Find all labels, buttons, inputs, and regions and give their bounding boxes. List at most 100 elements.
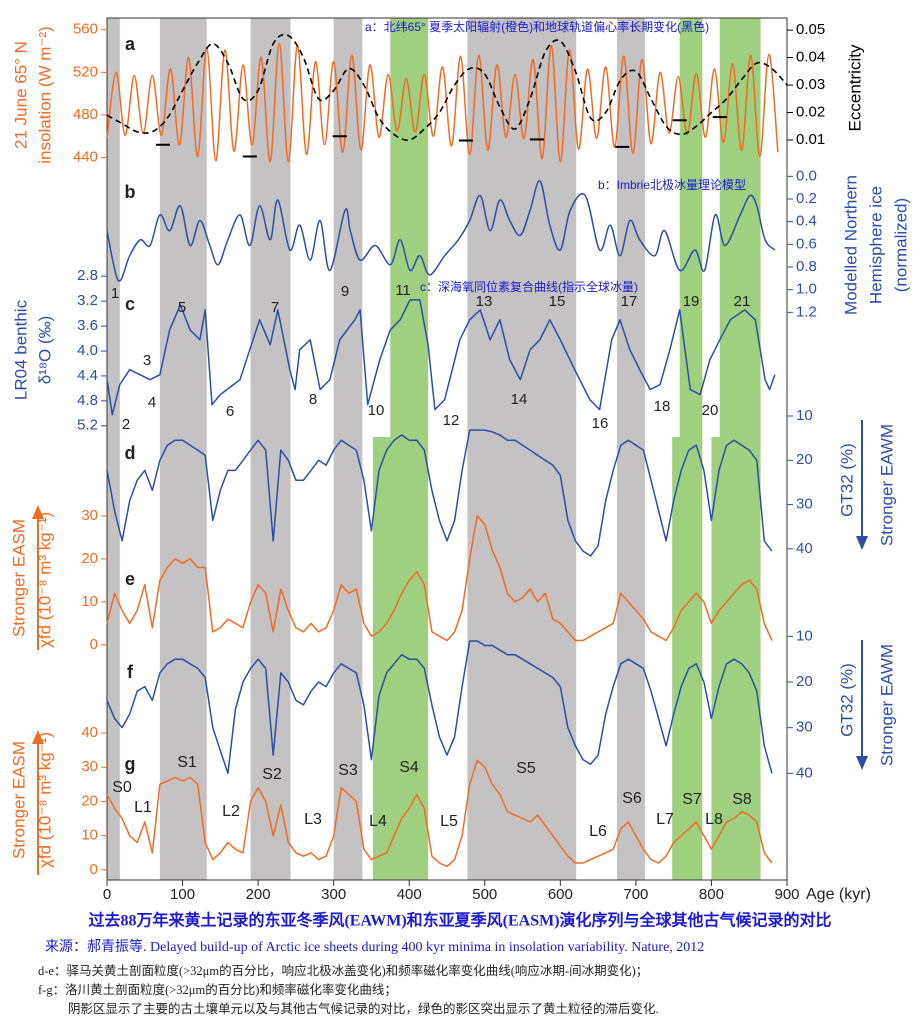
annotation: a：北纬65° 夏季太阳辐射(橙色)和地球轨道偏心率长期变化(黑色): [365, 19, 709, 34]
y-axis-label: GT32 (%): [837, 443, 856, 517]
y-tick-label: 0.2: [796, 190, 817, 207]
y-tick-label: 3.2: [77, 292, 98, 309]
y-tick-label: 10: [81, 827, 98, 844]
soil-unit-label: L7: [656, 811, 674, 828]
y-tick-label: 20: [796, 451, 813, 468]
y-tick-label: 10: [796, 407, 813, 424]
gray-band: [333, 18, 363, 880]
y-tick-label: 520: [73, 63, 98, 80]
stage-label: 18: [654, 398, 671, 415]
direction-arrow-head: [32, 730, 44, 744]
x-tick-label: 200: [246, 886, 271, 903]
soil-unit-label: S5: [516, 760, 536, 777]
y-axis-label: Modelled Northern: [841, 175, 860, 315]
soil-unit-label: L3: [304, 811, 322, 828]
data-line: [106, 299, 776, 416]
y-axis-label: χfd (10⁻⁸ m³ kg⁻¹): [35, 732, 54, 868]
caption-note: 阴影区显示了主要的古土壤单元以及与其他古气候记录的对比，绿色的影区突出显示了黄土…: [68, 1001, 659, 1016]
data-line: [106, 33, 788, 141]
stage-label: 11: [395, 282, 411, 299]
y-tick-label: 30: [81, 507, 98, 524]
x-tick-label: 100: [170, 886, 195, 903]
panel-letter: b: [125, 182, 136, 202]
y-tick-label: 0.4: [796, 213, 817, 230]
soil-unit-label: S6: [622, 790, 642, 807]
y-tick-label: 30: [796, 496, 813, 513]
direction-arrow-head: [856, 756, 868, 770]
soil-unit-label: S4: [399, 759, 419, 776]
direction-label: Stronger EASM: [9, 519, 28, 637]
y-tick-label: 20: [81, 550, 98, 567]
x-tick-label: 0: [103, 886, 111, 903]
y-axis-label: χfd (10⁻⁸ m³ kg⁻¹): [35, 512, 54, 648]
gray-band: [250, 18, 291, 880]
panel-letter: c: [125, 294, 135, 314]
y-tick-label: 0.0: [796, 167, 817, 184]
gray-band: [107, 18, 120, 880]
direction-label: Stronger EAWM: [877, 644, 896, 766]
green-band: [679, 18, 703, 437]
caption-note: d-e：驿马关黄土剖面粒度(>32μm的百分比，响应北极冰盖变化)和频率磁化率变…: [38, 963, 648, 978]
direction-label: Stronger EAWM: [877, 424, 896, 546]
y-axis-label: δ¹⁸O (‰): [35, 316, 54, 385]
y-tick-label: 40: [796, 540, 813, 557]
stage-label: 17: [621, 293, 638, 310]
y-tick-label: 30: [81, 758, 98, 775]
direction-label: Stronger EASM: [9, 741, 28, 859]
y-tick-label: 4.0: [77, 342, 98, 359]
data-line: [106, 180, 776, 282]
panel-letter: g: [125, 754, 136, 774]
soil-unit-label: S1: [177, 754, 197, 771]
stage-label: 6: [226, 403, 234, 420]
y-tick-label: 20: [81, 792, 98, 809]
stage-label: 12: [443, 412, 460, 429]
gray-band: [159, 18, 207, 880]
gray-band: [467, 18, 577, 880]
y-tick-label: 1.2: [796, 303, 817, 320]
green-band: [719, 18, 761, 437]
panel-letter: f: [127, 662, 134, 682]
y-axis-label: Hemisphere ice: [866, 186, 885, 304]
y-tick-label: 0: [90, 861, 98, 878]
stage-label: 20: [702, 402, 719, 419]
y-axis-label: LR04 benthic: [11, 299, 30, 400]
y-tick-label: 0.03: [796, 76, 825, 93]
y-tick-label: 0.8: [796, 258, 817, 275]
stage-label: 19: [683, 293, 700, 310]
y2-axis-label: Eccentricity: [845, 44, 864, 131]
soil-unit-label: S7: [682, 791, 702, 808]
y-tick-label: 0.04: [796, 49, 825, 66]
y-tick-label: 30: [796, 719, 813, 736]
y-tick-label: 0.01: [796, 131, 825, 148]
stage-label: 4: [148, 394, 156, 411]
soil-unit-label: L6: [589, 823, 607, 840]
caption-note: f-g：洛川黄土剖面粒度(>32μm的百分比)和频率磁化率变化曲线；: [38, 982, 397, 997]
stage-label: 10: [368, 402, 385, 419]
stage-label: 7: [271, 299, 279, 316]
soil-unit-label: L1: [134, 799, 152, 816]
y-tick-label: 10: [796, 627, 813, 644]
y-tick-label: 5.2: [77, 417, 98, 434]
x-tick-label: 900: [774, 886, 799, 903]
y-axis-label: 21 June 65° N: [11, 41, 30, 149]
y-tick-label: 4.4: [77, 367, 98, 384]
data-line: [106, 640, 773, 775]
stage-label: 5: [178, 299, 186, 316]
y-tick-label: 20: [796, 673, 813, 690]
y-axis-label: insolation (W m⁻²): [35, 26, 54, 163]
y-tick-label: 0.02: [796, 103, 825, 120]
y-tick-label: 2.8: [77, 267, 98, 284]
direction-arrow-head: [856, 536, 868, 550]
data-line: [106, 515, 773, 642]
green-band: [372, 437, 429, 880]
caption-title: 过去88万年来黄土记录的东亚冬季风(EAWM)和东亚夏季风(EASM)演化序列与…: [88, 911, 831, 930]
soil-unit-label: S0: [112, 779, 132, 796]
x-tick-label: 400: [397, 886, 422, 903]
y-tick-label: 0.05: [796, 21, 825, 38]
x-tick-label: 700: [623, 886, 648, 903]
stage-label: 14: [511, 391, 528, 408]
y-tick-label: 40: [81, 724, 98, 741]
